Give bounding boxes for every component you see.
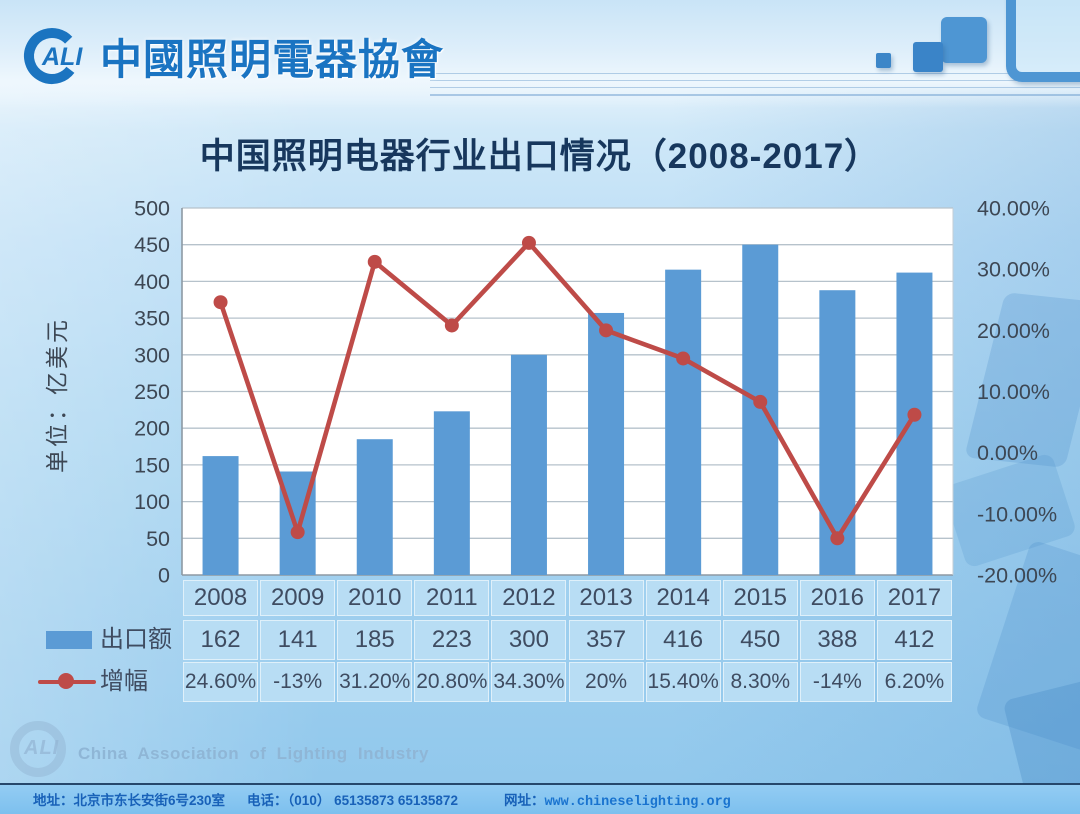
decor-square-small bbox=[876, 53, 891, 68]
phone-label: 电话： bbox=[247, 793, 288, 808]
export-cell-2008: 162 bbox=[183, 620, 259, 660]
phone-value: （010） 65135873 65135872 bbox=[287, 793, 458, 808]
growth-cell-2008: 24.60% bbox=[183, 662, 259, 702]
growth-marker-2008 bbox=[213, 295, 228, 310]
page-title: 中国照明电器行业出口情况（2008-2017） bbox=[199, 137, 881, 176]
growth-cell-2014: 15.40% bbox=[645, 662, 721, 702]
legend-export-swatch-icon bbox=[46, 631, 92, 649]
growth-cell-2015: 8.30% bbox=[722, 662, 798, 702]
bar-2014 bbox=[665, 269, 702, 575]
bar-2015 bbox=[742, 244, 779, 575]
watermark-logo-text: ALI bbox=[24, 737, 60, 759]
right-tick--20: -20.00% bbox=[977, 564, 1057, 588]
export-cell-2014: 416 bbox=[645, 620, 721, 660]
growth-cell-2016: -14% bbox=[799, 662, 875, 702]
right-tick-20: 20.00% bbox=[977, 319, 1050, 343]
legend-growth-dot-icon bbox=[58, 673, 74, 689]
bar-2013 bbox=[588, 312, 625, 575]
left-tick-150: 150 bbox=[134, 453, 170, 477]
header-pinstripe bbox=[430, 73, 1080, 74]
growth-cell-2012: 34.30% bbox=[491, 662, 567, 702]
cali-logo-text: ALI bbox=[41, 43, 83, 71]
right-tick-30: 30.00% bbox=[977, 258, 1050, 282]
left-tick-400: 400 bbox=[134, 270, 170, 294]
export-cell-2009: 141 bbox=[260, 620, 336, 660]
left-tick-500: 500 bbox=[134, 197, 170, 221]
bar-2011 bbox=[433, 411, 470, 575]
year-cell-2015: 2015 bbox=[722, 580, 798, 616]
growth-cell-2013: 20% bbox=[568, 662, 644, 702]
growth-marker-2017 bbox=[907, 407, 922, 422]
bar-2008 bbox=[202, 456, 239, 575]
watermark-logo-icon bbox=[10, 721, 66, 777]
export-cell-2013: 357 bbox=[568, 620, 644, 660]
legend-export-label: 出口额 bbox=[100, 626, 172, 653]
export-cell-2010: 185 bbox=[337, 620, 413, 660]
website-label: 网址： bbox=[503, 793, 545, 808]
growth-line bbox=[218, 240, 917, 541]
address-label: 地址： bbox=[33, 793, 74, 808]
year-cell-2017: 2017 bbox=[876, 580, 952, 616]
export-cell-2012: 300 bbox=[491, 620, 567, 660]
left-tick-450: 450 bbox=[134, 233, 170, 257]
year-cell-2013: 2013 bbox=[568, 580, 644, 616]
bar-2016 bbox=[819, 290, 856, 575]
left-tick-200: 200 bbox=[134, 417, 170, 441]
export-cell-2011: 223 bbox=[414, 620, 490, 660]
left-tick-250: 250 bbox=[134, 380, 170, 404]
growth-cell-2017: 6.20% bbox=[876, 662, 952, 702]
footer-bar bbox=[0, 785, 1080, 814]
growth-marker-2015 bbox=[753, 394, 768, 409]
org-name: 中國照明電器協會 bbox=[100, 36, 445, 83]
footer-divider bbox=[0, 783, 1080, 785]
address-value: 北京市东长安街6号230室 bbox=[73, 793, 226, 808]
export-cell-2015: 450 bbox=[722, 620, 798, 660]
year-cell-2016: 2016 bbox=[799, 580, 875, 616]
right-tick-0: 0.00% bbox=[977, 441, 1038, 465]
header-pinstripe bbox=[430, 87, 1080, 88]
left-tick-100: 100 bbox=[134, 490, 170, 514]
growth-marker-2016 bbox=[830, 531, 845, 546]
cali-logo-icon: ALI bbox=[24, 28, 83, 84]
year-cell-2010: 2010 bbox=[337, 580, 413, 616]
left-tick-300: 300 bbox=[134, 343, 170, 367]
decor-square-medium bbox=[913, 42, 943, 72]
year-cell-2009: 2009 bbox=[260, 580, 336, 616]
left-tick-50: 50 bbox=[146, 527, 170, 551]
decor-square-giant bbox=[1006, 0, 1080, 82]
year-cell-2014: 2014 bbox=[645, 580, 721, 616]
watermark-org-name-en: China Association of Lighting Industry bbox=[78, 744, 429, 763]
right-tick--10: -10.00% bbox=[977, 502, 1057, 526]
bar-2012 bbox=[510, 354, 547, 575]
decor-square-large bbox=[941, 17, 987, 63]
website-link[interactable]: www.chineselighting.org bbox=[544, 795, 731, 810]
growth-marker-2012 bbox=[521, 235, 536, 250]
export-cell-2017: 412 bbox=[876, 620, 952, 660]
bar-2010 bbox=[356, 439, 393, 575]
header: ALI 中國照明電器協會 bbox=[0, 0, 1080, 108]
growth-cell-2009: -13% bbox=[260, 662, 336, 702]
export-cell-2016: 388 bbox=[799, 620, 875, 660]
growth-marker-2009 bbox=[290, 525, 305, 540]
growth-cell-2010: 31.20% bbox=[337, 662, 413, 702]
growth-marker-2013 bbox=[599, 323, 614, 338]
year-cell-2012: 2012 bbox=[491, 580, 567, 616]
growth-marker-2014 bbox=[676, 351, 691, 366]
growth-marker-2010 bbox=[367, 254, 382, 269]
bar-2017 bbox=[896, 272, 933, 575]
footer-contact: 地址：北京市东长安街6号230室 电话：（010） 65135873 651358… bbox=[33, 789, 731, 810]
header-pinstripe bbox=[430, 80, 1080, 81]
left-tick-0: 0 bbox=[158, 564, 170, 588]
growth-marker-2011 bbox=[444, 318, 459, 333]
year-cell-2011: 2011 bbox=[414, 580, 490, 616]
year-cell-2008: 2008 bbox=[183, 580, 259, 616]
right-tick-40: 40.00% bbox=[977, 197, 1050, 221]
header-pinstripe bbox=[430, 94, 1080, 96]
growth-cell-2011: 20.80% bbox=[414, 662, 490, 702]
legend-growth-label: 增幅 bbox=[100, 668, 148, 695]
right-tick-10: 10.00% bbox=[977, 380, 1050, 404]
left-tick-350: 350 bbox=[134, 307, 170, 331]
